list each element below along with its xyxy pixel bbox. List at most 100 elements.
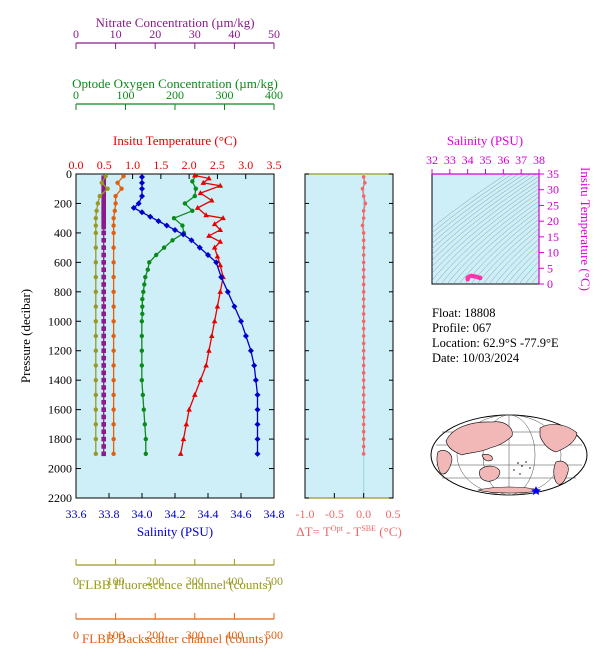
ts-contour	[432, 184, 539, 274]
temperature-axis: 0.0 0.5 1.0 1.5 2.0 2.5 3.0 3.5	[69, 158, 282, 179]
ts-salinity-axis-label: Salinity (PSU)	[447, 133, 523, 148]
nitrate-point	[101, 341, 107, 346]
ts-y-tick-label: 25	[547, 198, 559, 212]
temperature-point	[192, 172, 198, 178]
nitrate-point	[101, 436, 107, 442]
pressure-tick-label: 1800	[48, 432, 72, 446]
backscatter-tick-label: 0	[73, 628, 79, 642]
ts-y-tick-label: 15	[547, 230, 559, 244]
ts-contour	[512, 255, 539, 284]
delta-t-tick-label: -1.0	[296, 507, 315, 521]
ts-contour	[518, 261, 539, 284]
delta-t-point	[363, 181, 367, 185]
oxygen-point	[190, 208, 195, 214]
delta-t-point	[360, 223, 365, 228]
backscatter-point	[111, 436, 116, 442]
delta-t-point	[361, 341, 366, 346]
nitrate-point	[101, 267, 107, 273]
nitrate-point	[101, 282, 107, 287]
delta-t-point	[361, 363, 366, 368]
backscatter-tick-label: 100	[107, 628, 125, 642]
salinity-point	[254, 436, 261, 443]
nitrate-point	[101, 215, 107, 221]
ts-contour	[500, 243, 539, 284]
delta-t-tick-label: -0.5	[325, 507, 344, 521]
fluorescence-point	[93, 319, 99, 324]
delta-t-point	[360, 186, 365, 191]
fluorescence-point	[93, 451, 99, 457]
salinity-tick-label: 34.8	[264, 507, 285, 521]
delta-t-point	[361, 304, 366, 309]
salinity-tick-label: 34.6	[231, 507, 252, 521]
temperature-tick-label: 0.5	[97, 158, 112, 172]
delta-t-label-sup1: Opt	[331, 524, 344, 533]
ts-contour	[488, 233, 539, 284]
ts-temperature-axis-label: Insitu Temperature (°C)	[578, 167, 593, 291]
delta-t-plot-background	[304, 173, 394, 499]
oxygen-point	[141, 407, 147, 412]
temperature-tick-label: 2.0	[182, 158, 197, 172]
delta-t-point	[361, 297, 366, 301]
fluorescence-tick-label: 300	[186, 574, 204, 588]
oxygen-point	[139, 319, 145, 324]
ts-contour	[524, 267, 539, 284]
pressure-tick-label: 2000	[48, 462, 72, 476]
nitrate-point	[101, 348, 107, 354]
pressure-tick-label: 1200	[48, 344, 72, 358]
backscatter-point	[111, 451, 116, 457]
nitrate-point	[101, 221, 107, 227]
temperature-point	[177, 450, 184, 456]
delta-t-point	[361, 253, 366, 257]
fluorescence-point	[93, 436, 99, 442]
fluorescence-axis-label: FLBB Fluorescence channel (counts)	[78, 577, 272, 592]
ts-y-tick-label: 0	[547, 277, 553, 291]
fluorescence-axis: 0 100 200 300 400 500	[73, 559, 283, 588]
salinity-point	[247, 347, 254, 354]
delta-t-axis-label: ΔT= TOpt - TSBE (°C)	[296, 524, 402, 539]
oxygen-point	[140, 296, 145, 302]
oxygen-axis-label: Optode Oxygen Concentration (µm/kg)	[72, 76, 278, 91]
oxygen-point	[139, 333, 145, 339]
backscatter-point	[113, 201, 118, 206]
nitrate-axis: 0 10 20 30 40 50	[73, 27, 280, 49]
temperature-point	[200, 179, 207, 185]
delta-t-point	[361, 231, 366, 235]
delta-t-point	[361, 356, 366, 360]
oxygen-point	[140, 392, 146, 398]
backscatter-axis: 0 100 200 300 400 500	[73, 613, 283, 642]
nitrate-point	[101, 204, 107, 209]
fluorescence-point	[93, 304, 99, 309]
temperature-point	[208, 197, 215, 203]
nitrate-point	[101, 326, 107, 331]
fluorescence-point	[93, 348, 99, 353]
ts-contour	[432, 174, 507, 229]
salinity-series	[130, 173, 261, 457]
oxygen-point	[142, 282, 147, 287]
fluorescence-point	[93, 333, 99, 339]
nitrate-tick-label: 10	[110, 27, 122, 41]
delta-t-point	[361, 444, 366, 449]
backscatter-tick-label: 500	[265, 628, 283, 642]
delta-t-point	[361, 334, 366, 338]
nitrate-point	[101, 201, 107, 206]
backscatter-point	[115, 180, 120, 186]
profile-panel: Nitrate Concentration (µm/kg) 0 10 20 30 40 5…	[18, 15, 285, 646]
delta-t-point	[361, 452, 366, 456]
ts-contour	[432, 176, 539, 261]
salinity-axis-label: Salinity (PSU)	[137, 524, 213, 539]
fluorescence-point	[103, 174, 108, 179]
ts-contour	[440, 196, 539, 284]
nitrate-point	[101, 245, 107, 250]
oxygen-point	[139, 377, 145, 383]
ts-y-tick-label: 5	[547, 261, 553, 275]
delta-t-point	[361, 275, 366, 279]
temperature-point	[186, 406, 192, 412]
temperature-point	[197, 377, 204, 383]
backscatter-point	[111, 245, 116, 250]
nitrate-point	[101, 451, 107, 457]
ts-contour	[452, 205, 539, 284]
ts-x-tick-label: 34	[462, 153, 474, 167]
ts-contour	[432, 174, 531, 250]
oxygen-tick-label: 300	[216, 88, 234, 102]
